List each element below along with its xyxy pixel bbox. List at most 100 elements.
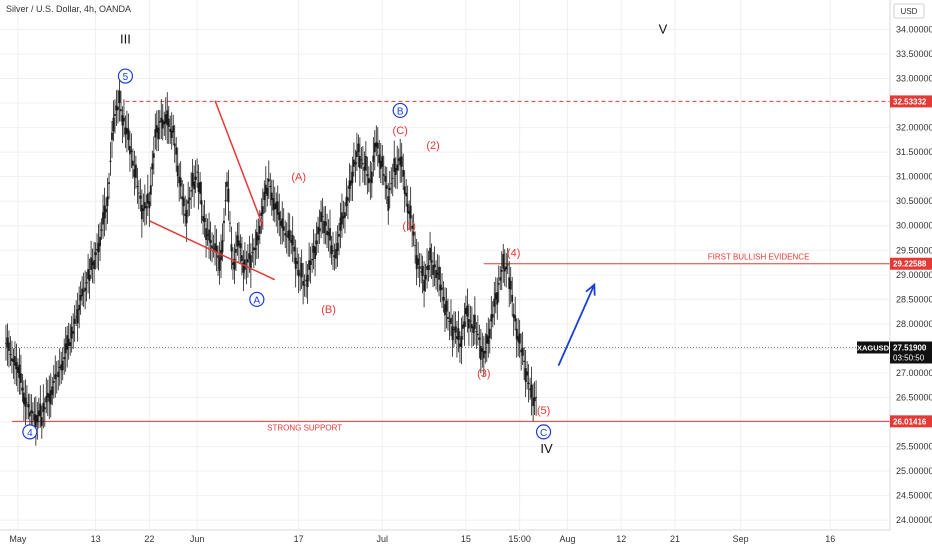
candle-body [63,357,66,360]
price-tick-label: 29.50000 [896,245,932,255]
candle-body [215,245,218,253]
candle-body [421,265,424,277]
candle-body [503,267,506,272]
candle-body [102,212,104,225]
candle-body [433,264,436,268]
candle-body [454,326,457,333]
candle-body [502,254,505,269]
candle-body [345,196,348,207]
candle-body [199,182,202,194]
candle-body [24,397,27,407]
candle-body [278,212,281,221]
candle-body [435,269,437,279]
candle-body [194,176,197,180]
candle-body [5,343,7,345]
currency-label: USD [901,7,918,16]
candle-body [384,175,387,182]
projection-arrow-head [585,282,596,296]
candle-body [412,231,415,236]
candle-body [524,368,527,382]
symbol-tag-text: XAGUSD [857,343,890,352]
candle-body [148,201,151,209]
candle-body [188,197,191,201]
wave-label-circle [535,424,552,440]
candle-body [442,296,445,301]
candle-body [390,183,393,185]
wave-label: (4) [507,248,520,260]
candle-body [208,229,210,241]
level-annotation: FIRST BULLISH EVIDENCE [708,253,810,262]
candle-body [106,196,109,207]
candle-body [408,211,411,215]
candle-body [139,195,142,199]
candle-body [12,359,15,362]
candle-body [329,228,331,241]
candle-body [381,156,384,167]
candle-body [55,375,58,377]
candle-body [466,305,469,317]
candle-body [248,253,251,259]
candle-body [397,158,400,161]
wave-label: 5 [123,72,129,83]
candle-body [114,114,116,116]
candle-body [34,414,37,428]
candle-body [396,164,399,171]
candle-body [427,265,430,271]
candle-body [318,228,321,232]
candle-body [206,234,209,236]
candle-body [491,314,494,318]
candle-body [515,328,518,340]
candle-body [158,121,161,123]
candle-body [142,208,145,212]
candle-body [402,169,405,177]
candle-body [353,159,355,167]
candle-body [465,308,467,315]
candle-body [418,266,421,269]
candle-body [478,337,481,340]
candle-body [212,247,215,249]
candle-body [287,230,290,239]
wave-label-circle [392,102,408,119]
last-price-tag [890,341,932,364]
candle-body [520,349,523,353]
candle-body [46,392,49,398]
candle-body [39,403,42,417]
candle-body [324,221,327,226]
candle-body [270,192,273,200]
candle-body [411,225,414,229]
candle-body [470,323,473,329]
candle-body [155,125,158,133]
candle-body [78,304,81,311]
candle-body [97,242,100,253]
candle-body [223,220,225,224]
candle-body [255,232,258,246]
candle-body [257,235,260,241]
last-price-countdown: 03:50:50 [893,353,925,362]
candle-body [302,280,305,286]
price-tick-label: 25.00000 [896,466,932,476]
candle-body [335,249,337,259]
candle-body [460,336,463,347]
candle-body [22,392,25,405]
candle-body [60,364,63,371]
candle-body [93,260,95,269]
candle-body [134,164,137,178]
time-axis[interactable]: May 13 22 Jun 17 Jul 15 15:00 Aug 12 21 Sep 16 [9,534,835,544]
price-tick-label: 30.00000 [896,221,932,231]
candle-body [273,203,276,210]
candle-body [508,277,511,289]
price-tick-label: 28.00000 [896,319,932,329]
time-tick-label: Jul [377,534,389,544]
candle-body [527,382,530,385]
candle-body [242,262,245,273]
chart-title: Silver / U.S. Dollar, 4h, OANDA [6,4,131,14]
candle-body [523,360,526,362]
candle-body [227,188,230,203]
currency-button[interactable] [893,3,925,19]
time-tick-label: 15:00 [508,534,531,544]
candle-body [323,220,325,234]
candle-body [312,245,315,253]
candle-body [281,218,284,229]
candle-body [275,202,278,210]
